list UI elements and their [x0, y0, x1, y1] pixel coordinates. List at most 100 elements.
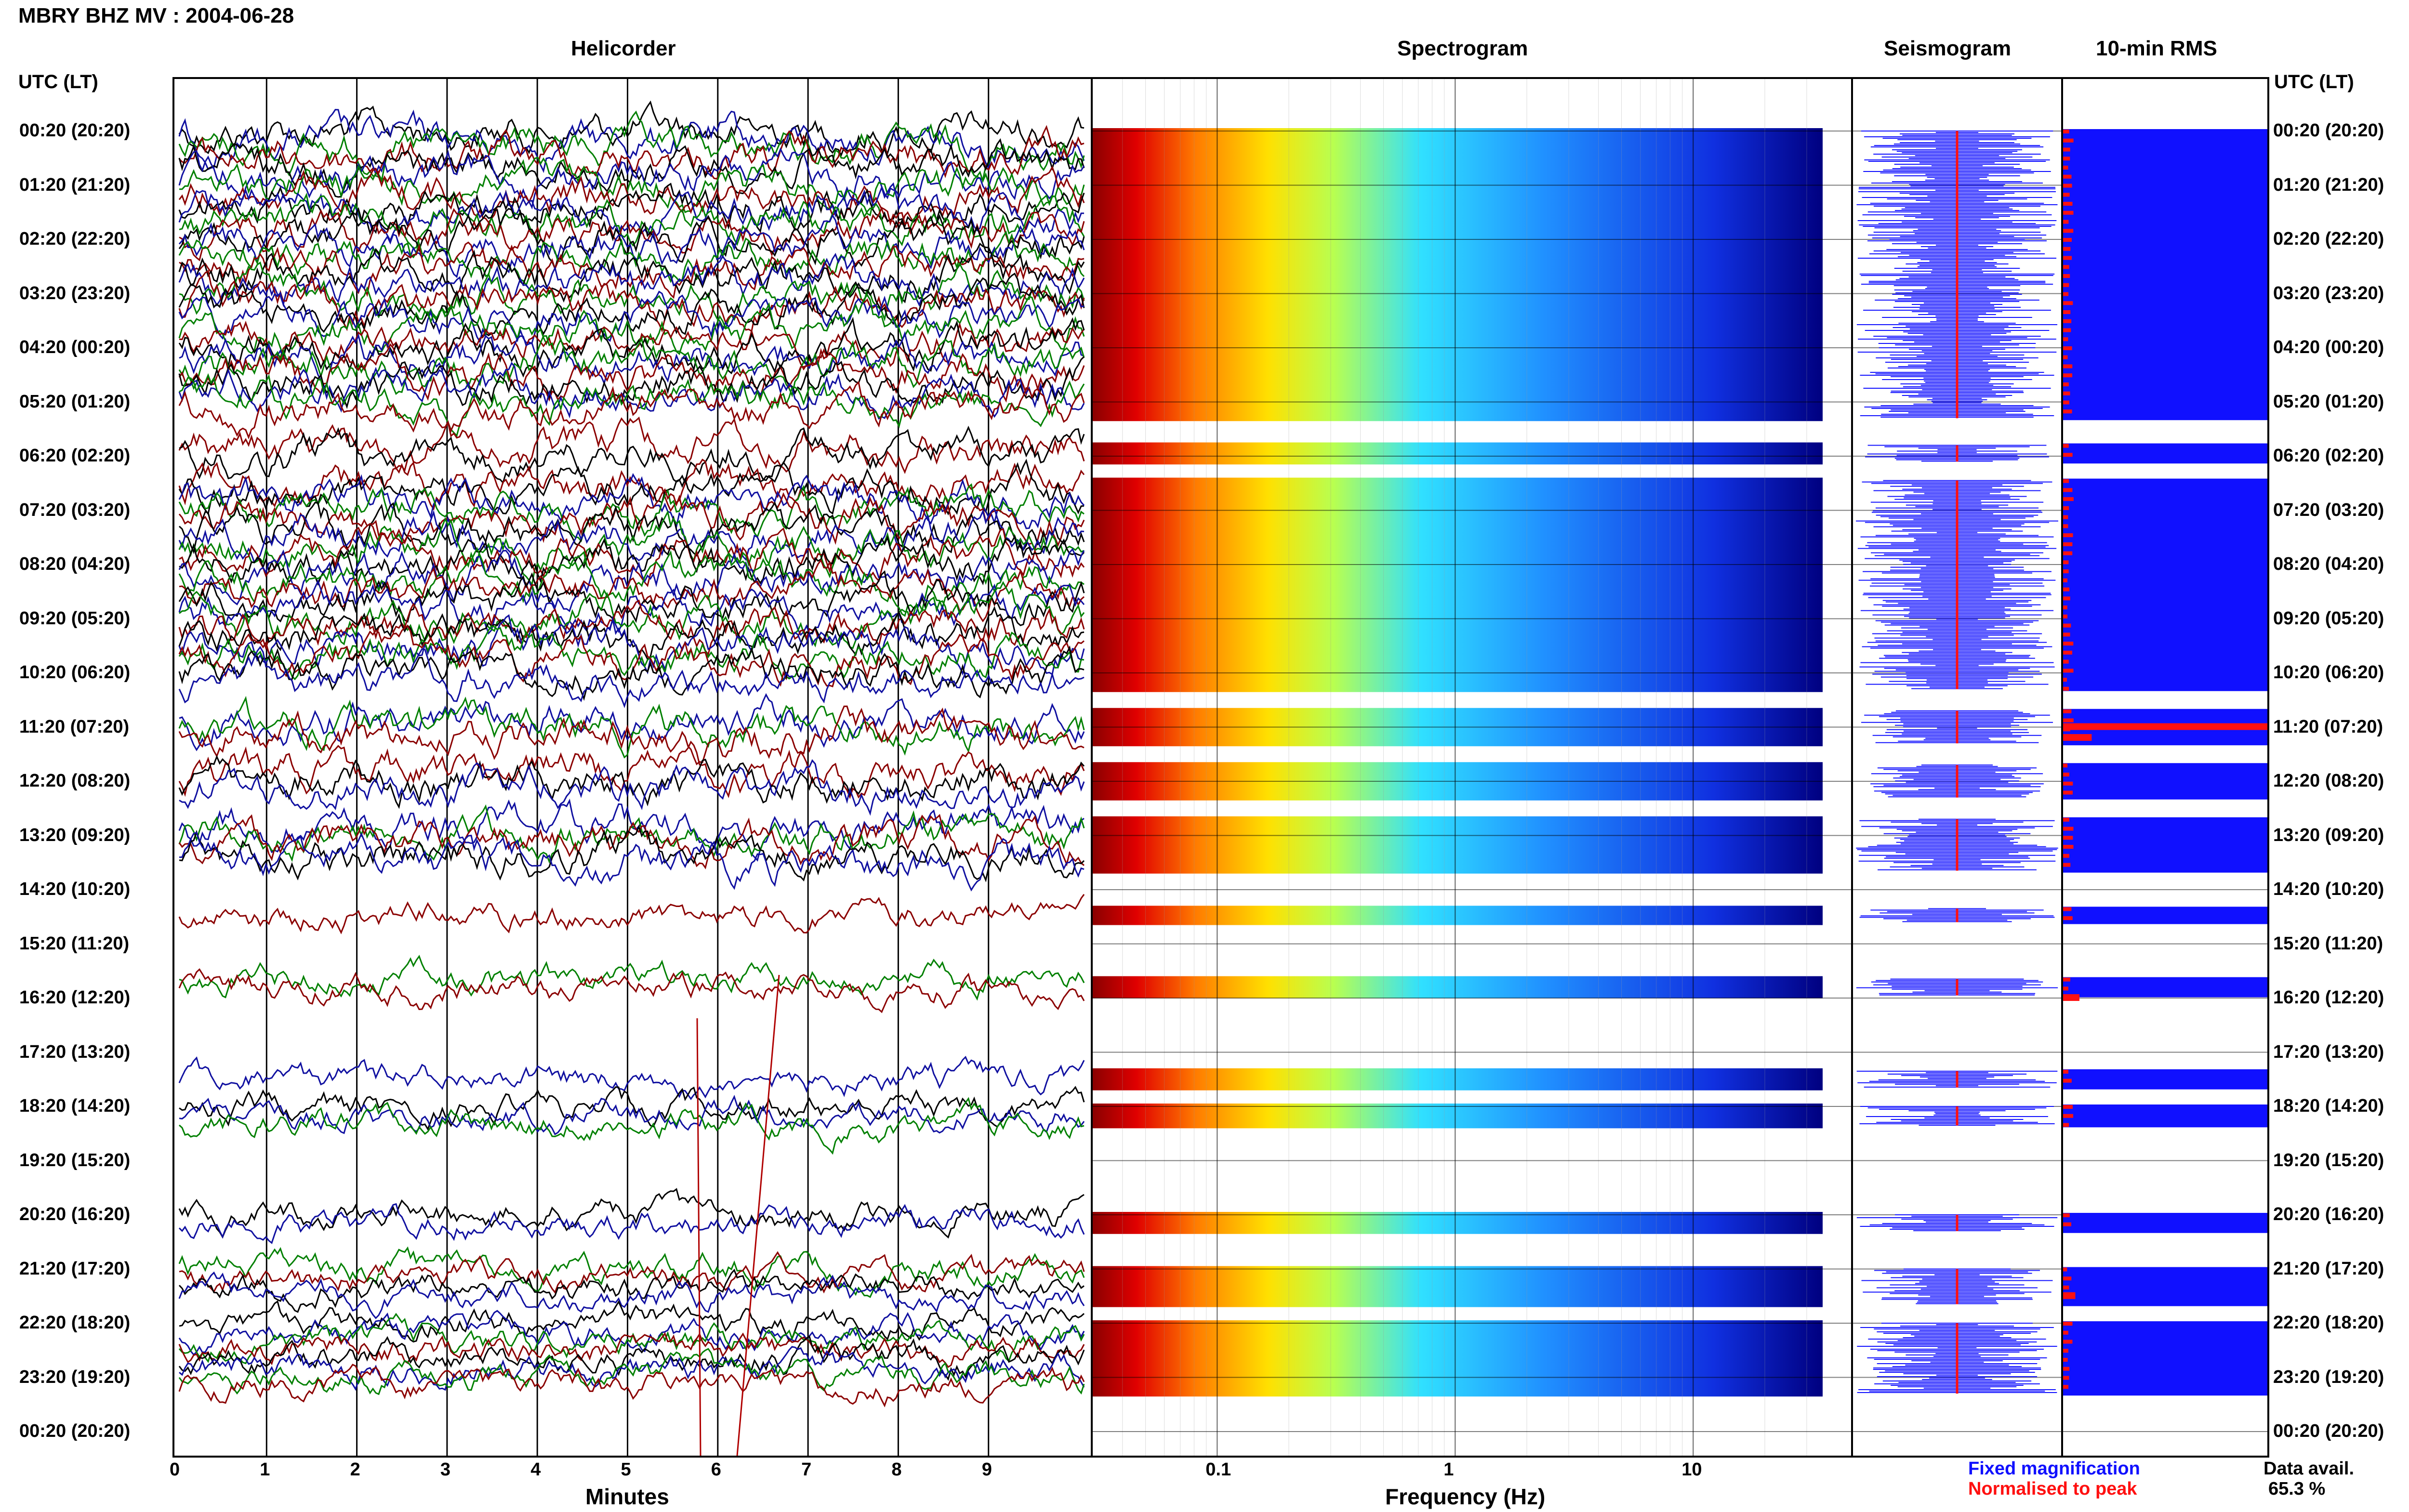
time-label: 00:20 (20:20) [19, 1421, 131, 1441]
rms-normalised-mark [2063, 569, 2069, 574]
rms-normalised-mark [2063, 391, 2070, 395]
helicorder-trace [178, 1271, 1085, 1319]
time-label: 02:20 (22:20) [19, 229, 131, 249]
rms-normalised-mark [2063, 587, 2070, 592]
minute-tick-label: 5 [621, 1459, 631, 1480]
rms-bar [2063, 817, 2267, 873]
time-label: 00:20 (20:20) [2273, 1421, 2384, 1441]
rms-normalised-mark [2063, 337, 2068, 342]
time-label: 08:20 (04:20) [2273, 554, 2384, 574]
rms-bar [2063, 1104, 2267, 1128]
rms-normalised-mark [2063, 1376, 2069, 1380]
rms-normalised-mark [2063, 863, 2071, 867]
rms-normalised-mark [2063, 147, 2070, 152]
time-header-left: UTC (LT) [18, 71, 98, 92]
rms-normalised-mark [2063, 1358, 2068, 1362]
rms-normalised-mark [2063, 247, 2071, 251]
rms-normalised-mark [2063, 1385, 2069, 1389]
rms-title: 10-min RMS [2096, 37, 2217, 60]
rms-normalised-mark [2063, 1340, 2073, 1344]
helicorder-trace [179, 693, 1085, 751]
spectrogram-heatmap [1093, 79, 1851, 1456]
rms-normalised-mark [2063, 1222, 2071, 1226]
rms-normalised-mark [2063, 614, 2068, 618]
helicorder-trace [179, 1251, 1085, 1294]
helicorder-trace [178, 1246, 1085, 1298]
time-label: 23:20 (19:20) [19, 1367, 131, 1387]
rms-normalised-mark [2063, 1267, 2067, 1272]
rms-normalised-mark [2063, 202, 2073, 206]
time-label: 15:20 (11:20) [19, 933, 130, 954]
time-label: 10:20 (06:20) [19, 662, 131, 683]
helicorder-trace [178, 416, 1085, 474]
rms-peak-mark [2063, 734, 2092, 741]
rms-normalised-mark [2063, 907, 2072, 911]
spectrogram-xlabel: Frequency (Hz) [1385, 1484, 1546, 1509]
spectrogram-panel [1091, 77, 1853, 1458]
rms-bar [2063, 763, 2267, 800]
helicorder-trace [178, 740, 1085, 800]
time-label: 21:20 (17:20) [2273, 1258, 2384, 1279]
rms-normalised-mark [2063, 256, 2072, 260]
rms-normalised-mark [2063, 1105, 2073, 1109]
helicorder-trace [178, 316, 1085, 378]
rms-normalised-mark [2063, 1276, 2072, 1281]
rms-normalised-mark [2063, 488, 2073, 492]
rms-normalised-mark [2063, 292, 2069, 296]
rms-normalised-mark [2063, 845, 2074, 849]
helicorder-trace [178, 488, 1085, 552]
time-label: 22:20 (18:20) [2273, 1313, 2384, 1333]
time-label: 00:20 (20:20) [2273, 120, 2384, 141]
helicorder-trace [179, 192, 1085, 250]
rms-normalised-mark [2063, 977, 2070, 982]
rms-normalised-mark [2063, 1349, 2068, 1353]
time-axis-right: 00:20 (20:20) 01:20 (21:20) 02:20 (22:20) 0… [2269, 0, 2409, 1512]
rms-normalised-mark [2063, 409, 2072, 414]
rms-normalised-mark [2063, 400, 2069, 405]
rms-normalised-mark [2063, 229, 2074, 233]
time-label: 00:20 (20:20) [19, 120, 131, 141]
rms-normalised-mark [2063, 916, 2073, 920]
time-label: 13:20 (09:20) [2273, 825, 2384, 845]
time-label: 05:20 (01:20) [2273, 391, 2384, 412]
rms-bar [2063, 129, 2267, 421]
rms-normalised-mark [2063, 678, 2067, 682]
helicorder-trace [178, 614, 1085, 676]
rms-normalised-mark [2063, 238, 2072, 242]
helicorder-traces [178, 79, 1085, 1456]
rms-normalised-mark [2063, 773, 2069, 776]
helicorder-trace [178, 1313, 1085, 1365]
rms-normalised-mark [2063, 328, 2071, 332]
helicorder-trace [179, 759, 1085, 816]
rms-bar [2063, 1213, 2267, 1233]
time-label: 19:20 (15:20) [19, 1150, 131, 1170]
minute-tick-label: 0 [170, 1459, 180, 1480]
data-availability-label: Data avail. [2263, 1459, 2354, 1479]
helicorder-trace [178, 293, 1085, 358]
helicorder-trace [178, 645, 1085, 701]
rms-normalised-mark [2063, 605, 2067, 610]
rms-bar [2063, 1069, 2267, 1090]
helicorder-trace [178, 252, 1085, 307]
helicorder-trace [178, 183, 1085, 234]
helicorder-trace [178, 165, 1085, 229]
helicorder-trace [179, 520, 1085, 587]
helicorder-trace [178, 814, 1085, 869]
time-label: 12:20 (08:20) [2273, 771, 2384, 791]
helicorder-trace [178, 548, 1085, 612]
time-label: 22:20 (18:20) [19, 1313, 131, 1333]
helicorder-trace [178, 510, 1085, 587]
seismogram-title: Seismogram [1884, 37, 2012, 60]
rms-peak-mark [2063, 723, 2267, 730]
rms-normalised-mark [2063, 659, 2069, 664]
time-label: 19:20 (15:20) [2273, 1150, 2384, 1170]
rms-normalised-mark [2063, 650, 2072, 655]
time-label: 07:20 (03:20) [19, 500, 131, 520]
spectrogram-segment [1093, 477, 1823, 692]
helicorder-trace [178, 362, 1085, 420]
rms-normalised-mark [2063, 355, 2068, 359]
spectrogram-segment [1093, 1068, 1823, 1091]
helicorder-trace [179, 425, 1085, 485]
spectrogram-segment [1093, 816, 1823, 874]
helicorder-trace [179, 241, 1085, 299]
